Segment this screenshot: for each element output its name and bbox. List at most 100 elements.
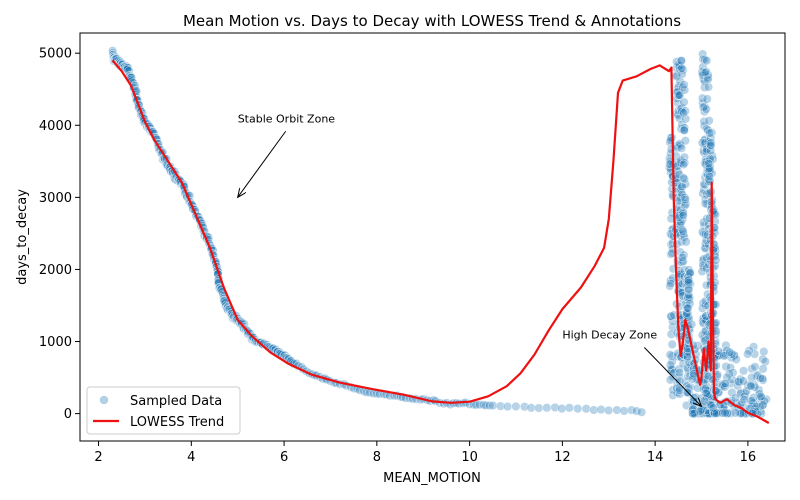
scatter-point: [684, 265, 694, 275]
legend-label-sampled: Sampled Data: [130, 394, 222, 409]
scatter-point: [698, 102, 708, 112]
scatter-point: [680, 123, 690, 133]
scatter-point: [675, 210, 685, 220]
scatter-point: [666, 329, 676, 339]
scatter-point: [685, 299, 695, 309]
x-tick-label: 14: [647, 450, 664, 465]
scatter-point: [564, 403, 574, 413]
scatter-point: [680, 106, 690, 116]
scatter-point: [677, 106, 687, 116]
scatter-point: [706, 146, 716, 156]
scatter-point: [678, 226, 688, 236]
scatter-point: [676, 141, 686, 151]
scatter-point: [738, 376, 748, 386]
annotation-arrow: [238, 130, 287, 197]
scatter-point: [702, 94, 712, 104]
scatter-point: [677, 120, 687, 130]
scatter-point: [700, 68, 710, 78]
scatter-point: [699, 179, 709, 189]
scatter-point: [705, 139, 715, 149]
scatter-point: [534, 403, 544, 413]
scatter-point: [704, 174, 714, 184]
scatter-point: [488, 401, 498, 411]
scatter-point: [596, 405, 606, 415]
scatter-point: [708, 403, 718, 413]
x-tick-label: 10: [461, 450, 478, 465]
scatter-point: [737, 398, 747, 408]
x-tick-label: 2: [94, 450, 102, 465]
scatter-point: [752, 371, 762, 381]
scatter-point: [677, 63, 687, 73]
scatter-point: [728, 368, 738, 378]
legend-scatter-marker: [99, 395, 109, 405]
scatter-point: [681, 114, 691, 124]
scatter-point: [520, 402, 530, 412]
scatter-point: [687, 374, 697, 384]
x-tick-label: 12: [554, 450, 571, 465]
scatter-point: [683, 303, 693, 313]
scatter-point: [679, 80, 689, 90]
scatter-point: [730, 393, 740, 403]
y-tick-label: 4000: [39, 119, 72, 134]
scatter-point: [712, 408, 722, 418]
scatter-point: [680, 136, 690, 146]
scatter-point: [668, 316, 678, 326]
x-axis-title: MEAN_MOTION: [383, 471, 481, 486]
scatter-point: [719, 351, 729, 361]
scatter-point: [677, 253, 687, 263]
scatter-point: [526, 403, 536, 413]
scatter-point: [705, 154, 715, 164]
y-tick-label: 2000: [39, 263, 72, 278]
scatter-point: [701, 195, 711, 205]
scatter-point: [481, 400, 491, 410]
scatter-point: [703, 72, 713, 82]
scatter-point: [604, 405, 614, 415]
scatter-point: [675, 65, 685, 75]
scatter-point: [750, 362, 760, 372]
scatter-point: [679, 229, 689, 239]
scatter-point: [747, 396, 757, 406]
scatter-point: [704, 82, 714, 92]
scatter-point: [727, 353, 737, 363]
scatter-point: [750, 404, 760, 414]
scatter-point: [706, 140, 716, 150]
chart-title: Mean Motion vs. Days to Decay with LOWES…: [183, 12, 681, 30]
scatter-point: [679, 232, 689, 242]
annotation-arrow: [644, 347, 701, 407]
scatter-point: [740, 391, 750, 401]
scatter-point: [122, 62, 132, 72]
scatter-point: [496, 401, 506, 411]
scatter-point: [747, 373, 757, 383]
scatter-point: [733, 377, 743, 387]
scatter-point: [687, 405, 697, 415]
scatter-point: [682, 301, 692, 311]
scatter-point: [742, 386, 752, 396]
scatter-point: [665, 350, 675, 360]
y-tick-label: 3000: [39, 191, 72, 206]
scatter-point: [693, 341, 703, 351]
annotation-label: Stable Orbit Zone: [238, 112, 336, 125]
scatter-point: [680, 158, 690, 168]
scatter-point: [698, 303, 708, 313]
scatter-point: [677, 143, 687, 153]
scatter-point: [573, 404, 583, 414]
scatter-point: [668, 390, 678, 400]
x-tick-label: 8: [373, 450, 381, 465]
scatter-point: [673, 90, 683, 100]
scatter-point: [676, 158, 686, 168]
scatter-point: [669, 368, 679, 378]
scatter-point: [686, 382, 696, 392]
scatter-point: [703, 74, 713, 84]
scatter-point: [704, 116, 714, 126]
scatter-point: [627, 405, 637, 415]
y-tick-label: 1000: [39, 335, 72, 350]
scatter-point: [758, 400, 768, 410]
scatter-point: [679, 108, 689, 118]
x-tick-label: 6: [280, 450, 288, 465]
scatter-point: [698, 93, 708, 103]
scatter-point: [758, 364, 768, 374]
legend-box: [86, 386, 241, 435]
scatter-point: [676, 188, 686, 198]
y-axis: 0 1000 2000 3000 4000 5000: [39, 47, 80, 422]
x-tick-label: 16: [740, 450, 757, 465]
